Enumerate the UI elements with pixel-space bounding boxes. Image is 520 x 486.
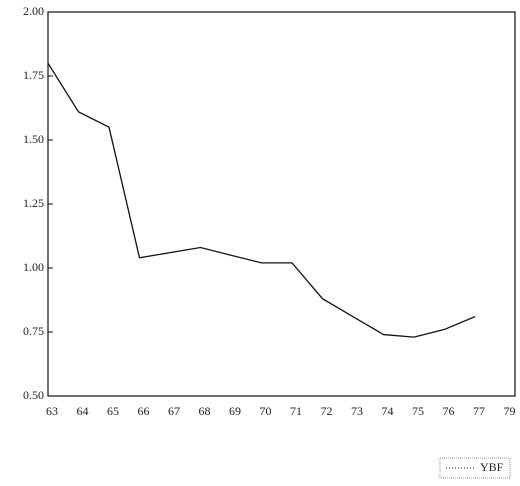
x-tick-label: 63 xyxy=(46,404,58,418)
x-tick-label: 70 xyxy=(260,404,272,418)
x-tick-label: 65 xyxy=(107,404,119,418)
legend-box xyxy=(439,457,511,479)
data-line xyxy=(47,62,476,338)
x-tick-label: 64 xyxy=(77,404,89,418)
x-tick-label: 77 xyxy=(473,404,485,418)
y-tick-label: 1.00 xyxy=(23,260,44,274)
x-tick-label: 79 xyxy=(504,404,516,418)
x-tick-label: 76 xyxy=(443,404,455,418)
y-tick-label: 0.50 xyxy=(23,388,44,402)
x-tick-label: 67 xyxy=(168,404,180,418)
y-tick-label: 0.75 xyxy=(23,324,44,338)
x-tick-label: 73 xyxy=(351,404,363,418)
legend-label: YBF xyxy=(480,460,504,474)
x-tick-label: 74 xyxy=(382,404,394,418)
x-tick-label: 71 xyxy=(290,404,302,418)
x-tick-label: 75 xyxy=(412,404,424,418)
y-tick-label: 1.25 xyxy=(23,196,44,210)
y-tick-label: 2.00 xyxy=(23,4,44,18)
y-tick-label: 1.50 xyxy=(23,132,44,146)
plot-frame xyxy=(47,11,516,397)
x-tick-label: 66 xyxy=(138,404,150,418)
x-tick-label: 69 xyxy=(229,404,241,418)
x-tick-label: 68 xyxy=(199,404,211,418)
y-tick-label: 1.75 xyxy=(23,68,44,82)
x-tick-label: 72 xyxy=(321,404,333,418)
